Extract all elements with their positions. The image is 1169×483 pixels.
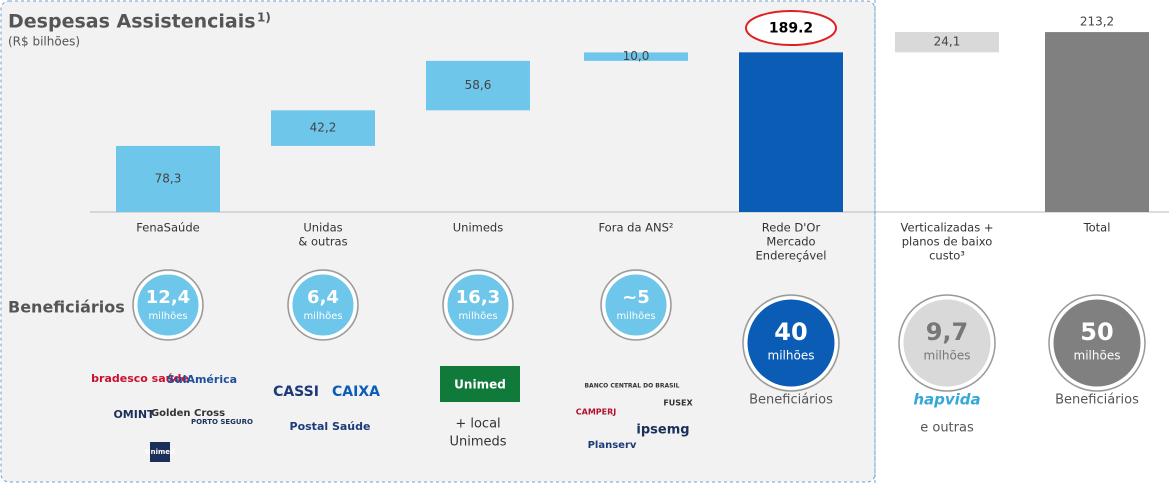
- badge-ring: [600, 269, 672, 341]
- badge-value: 9,7: [926, 318, 969, 346]
- value-label: 189.2: [769, 20, 813, 36]
- x-tick-label: Verticalizadas +: [901, 221, 994, 235]
- badge-value: 12,4: [146, 287, 190, 308]
- badge-ring: [742, 294, 840, 392]
- badge-unit: milhões: [924, 349, 971, 363]
- value-label: 58,6: [465, 78, 492, 92]
- badge-caption: e outras: [920, 421, 974, 436]
- highlight: [745, 10, 837, 46]
- logo: CAIXA: [332, 384, 380, 400]
- panel: [0, 0, 876, 483]
- logo: ipsemg: [636, 423, 689, 438]
- beneficiary-badge: 6,4 milhões: [287, 269, 359, 341]
- badge-value: 40: [774, 318, 807, 346]
- logo: Unimed: [454, 378, 506, 392]
- bar: [895, 32, 999, 53]
- beneficiary-badge: ~5 milhões: [600, 269, 672, 341]
- logo: Golden Cross: [151, 408, 225, 419]
- logo: SulAmérica: [167, 373, 237, 386]
- beneficiary-badge: 50 milhões: [1048, 294, 1146, 392]
- badge-value: ~5: [622, 287, 650, 308]
- logo-box: [440, 366, 520, 402]
- logo: PORTO SEGURO: [191, 418, 253, 426]
- badge-unit: milhões: [458, 311, 497, 322]
- logo: FUSEX: [663, 399, 693, 408]
- bar: [1045, 32, 1149, 213]
- badge-ring: [442, 269, 514, 341]
- logo: OMINT: [113, 408, 155, 421]
- x-tick-label: Unidas: [303, 221, 342, 235]
- logo: Planserv: [588, 440, 637, 451]
- bar: [584, 52, 688, 61]
- bar: [271, 110, 375, 146]
- beneficiary-badge: 16,3 milhões: [442, 269, 514, 341]
- logo: CAMPERJ: [576, 408, 617, 417]
- badge-caption: Beneficiários: [749, 393, 833, 408]
- badge: [444, 271, 512, 339]
- x-tick-label: planos de baixo: [902, 235, 993, 249]
- x-tick-label: Rede D'Or: [762, 221, 821, 235]
- title-note: 1): [257, 11, 271, 25]
- logo: + local: [455, 417, 500, 432]
- badge-value: 16,3: [456, 287, 500, 308]
- badge-unit: milhões: [148, 311, 187, 322]
- badge-value: 6,4: [307, 287, 339, 308]
- badge-unit: milhões: [1074, 349, 1121, 363]
- logo: bradesco saúde: [91, 372, 189, 385]
- logo: BANCO CENTRAL DO BRASIL: [584, 383, 679, 390]
- value-label: 10,0: [623, 49, 650, 63]
- badge-unit: milhões: [768, 349, 815, 363]
- badge-ring: [132, 269, 204, 341]
- value-label: 78,3: [155, 171, 182, 185]
- value-label: 42,2: [310, 121, 337, 135]
- beneficiary-badge: 12,4 milhões: [132, 269, 204, 341]
- badge: [1050, 296, 1144, 390]
- beneficiary-badge: 9,7 milhões: [898, 294, 996, 392]
- badge-unit: milhões: [303, 311, 342, 322]
- x-tick-label: FenaSaúde: [136, 221, 199, 235]
- badge: [900, 296, 994, 390]
- badge-caption: Beneficiários: [1055, 393, 1139, 408]
- beneficiary-badge: 40 milhões: [742, 294, 840, 392]
- logo: CASSI: [273, 384, 319, 400]
- logo: Unimed: [145, 448, 175, 456]
- beneficiaries-label: Beneficiários: [8, 298, 125, 317]
- chart-title: Despesas Assistenciais: [8, 11, 256, 33]
- badge-ring: [1048, 294, 1146, 392]
- badge: [744, 296, 838, 390]
- bar: [739, 52, 843, 212]
- bar: [116, 145, 220, 212]
- x-tick-label: Total: [1083, 221, 1111, 235]
- bar: [426, 60, 530, 111]
- value-label: 213,2: [1080, 15, 1114, 29]
- logo-box: [150, 442, 170, 462]
- badge-unit: milhões: [616, 311, 655, 322]
- x-tick-label: Mercado: [766, 235, 815, 249]
- badge: [134, 271, 202, 339]
- badge: [289, 271, 357, 339]
- badge-value: 50: [1080, 318, 1113, 346]
- logo: hapvida: [913, 391, 980, 409]
- x-tick-label: custo³: [929, 249, 965, 263]
- x-tick-label: & outras: [298, 235, 347, 249]
- badge-ring: [287, 269, 359, 341]
- value-label: 24,1: [934, 35, 961, 49]
- badge-ring: [898, 294, 996, 392]
- subtitle: (R$ bilhões): [8, 35, 80, 49]
- x-tick-label: Endereçável: [756, 249, 827, 263]
- x-tick-label: Fora da ANS²: [598, 221, 673, 235]
- logo: Unimeds: [449, 435, 506, 450]
- logo: Postal Saúde: [290, 420, 371, 433]
- x-tick-label: Unimeds: [453, 221, 503, 235]
- badge: [602, 271, 670, 339]
